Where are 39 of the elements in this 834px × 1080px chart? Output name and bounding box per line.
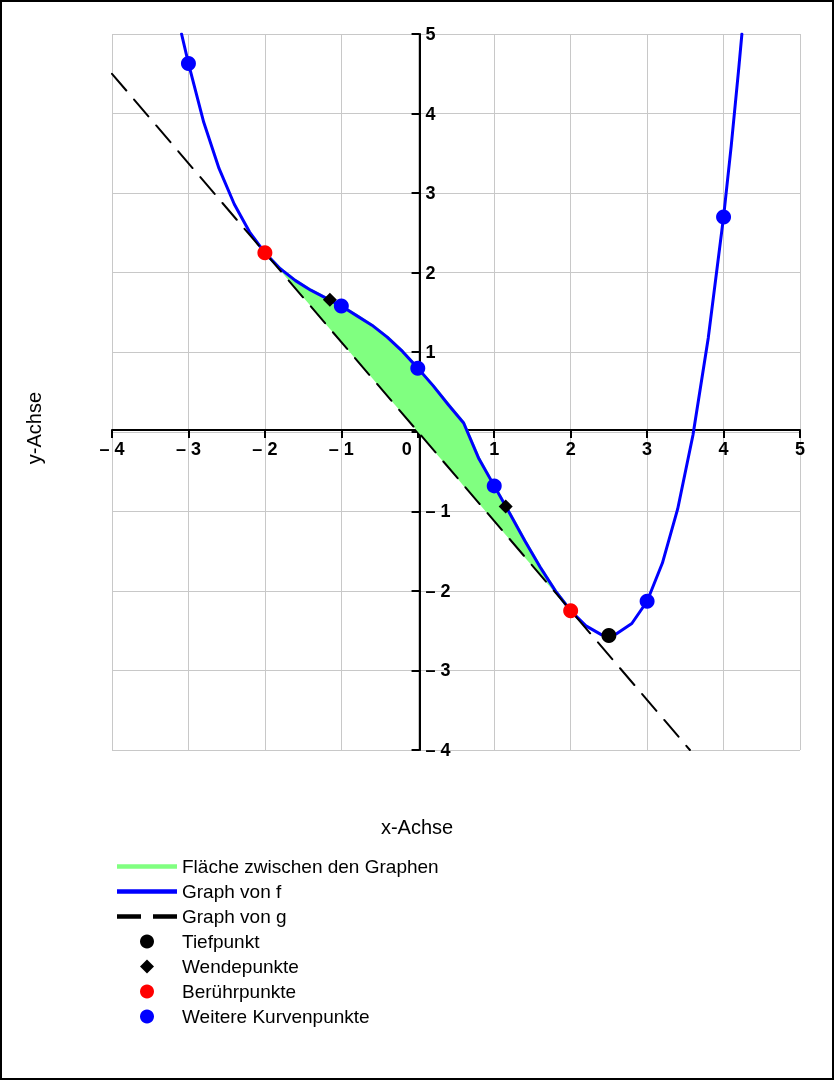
y-axis-title: y-Achse bbox=[23, 392, 45, 465]
y-tick-label: – 1 bbox=[425, 501, 451, 522]
legend-label: Weitere Kurvenpunkte bbox=[182, 1006, 370, 1027]
x-tick-label: 2 bbox=[565, 439, 576, 459]
point bbox=[257, 245, 273, 261]
point bbox=[601, 627, 617, 643]
x-tick-label: 5 bbox=[794, 439, 806, 459]
point bbox=[716, 209, 732, 225]
x-axis-title: x-Achse bbox=[380, 816, 454, 838]
x-tick-label: – 3 bbox=[175, 439, 201, 459]
y-tick-label: – 3 bbox=[425, 660, 451, 681]
y-tick-label: 2 bbox=[425, 262, 436, 283]
point bbox=[639, 593, 655, 609]
point bbox=[563, 603, 579, 619]
x-tick-label: – 2 bbox=[252, 439, 278, 459]
y-tick-label: – 4 bbox=[425, 740, 451, 760]
point bbox=[486, 478, 502, 494]
x-tick-label: 3 bbox=[642, 439, 653, 459]
legend-label: Graph von f bbox=[182, 881, 282, 902]
y-tick-label: 5 bbox=[425, 24, 436, 44]
point bbox=[322, 292, 337, 307]
y-tick-label: – 2 bbox=[425, 580, 451, 601]
point bbox=[498, 499, 513, 514]
y-tick-label: 4 bbox=[425, 103, 436, 124]
x-tick-label: 0 bbox=[401, 439, 412, 459]
legend-label: Fläche zwischen den Graphen bbox=[182, 856, 439, 877]
x-tick-label: – 4 bbox=[99, 439, 125, 459]
x-tick-label: – 1 bbox=[328, 439, 354, 459]
y-tick-label: 3 bbox=[425, 183, 436, 204]
x-tick-label: 1 bbox=[489, 439, 500, 459]
point bbox=[180, 55, 196, 71]
legend-label: Wendepunkte bbox=[182, 956, 299, 977]
point bbox=[410, 360, 426, 376]
legend-label: Graph von g bbox=[182, 906, 287, 927]
legend-label: Tiefpunkt bbox=[182, 931, 261, 952]
x-tick-label: 4 bbox=[718, 439, 729, 459]
point bbox=[333, 298, 349, 314]
y-tick-label: 1 bbox=[425, 342, 436, 363]
legend-label: Berührpunkte bbox=[182, 981, 297, 1002]
